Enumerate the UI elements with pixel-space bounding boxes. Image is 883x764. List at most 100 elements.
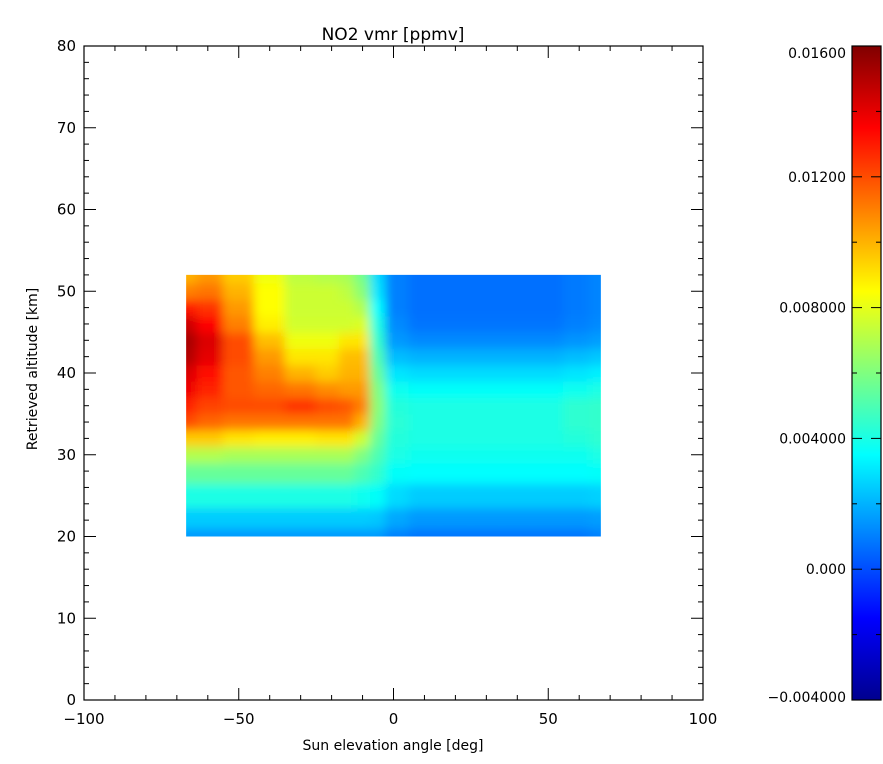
heatmap-cell xyxy=(338,462,356,484)
heatmap-cell xyxy=(338,429,356,448)
heatmap-cell xyxy=(222,397,255,415)
heatmap-cell xyxy=(354,364,371,382)
heatmap-cell xyxy=(253,331,286,349)
colorbar: −0.004000 0.000 0.004000 0.008000 0.01200 0.0… xyxy=(767,45,882,706)
heatmap-cell xyxy=(501,507,534,529)
heatmap-cell xyxy=(563,482,591,509)
heatmap-cell xyxy=(354,331,371,349)
heatmap-cell xyxy=(196,446,224,464)
heatmap-cell xyxy=(338,413,356,431)
heatmap-cell xyxy=(385,282,410,300)
heatmap-cell xyxy=(501,364,534,382)
heatmap-cell xyxy=(385,347,410,366)
heatmap-cell xyxy=(222,315,255,333)
heatmap-cell xyxy=(315,527,340,537)
heatmap-cell xyxy=(369,380,387,399)
heatmap-cell xyxy=(385,380,410,399)
heatmap-cell xyxy=(338,397,356,415)
heatmap-cell xyxy=(186,347,198,366)
heatmap-cell xyxy=(284,364,317,382)
heatmap-cell xyxy=(563,347,591,366)
heatmap-cell xyxy=(253,274,286,284)
x-tick-label: 50 xyxy=(539,710,558,728)
heatmap-cell xyxy=(439,507,472,529)
heatmap-cell xyxy=(501,429,534,448)
x-tick-label: 0 xyxy=(389,710,399,728)
chart-title: NO2 vmr [ppmv] xyxy=(322,25,465,45)
heatmap-cell xyxy=(589,527,601,537)
heatmap-cell xyxy=(563,331,591,349)
heatmap-cell xyxy=(196,429,224,448)
x-axis-label: Sun elevation angle [deg] xyxy=(303,738,484,754)
heatmap-cell xyxy=(338,315,356,333)
heatmap-cell xyxy=(439,397,472,415)
heatmap-cell xyxy=(186,527,198,537)
y-tick-label: 60 xyxy=(57,201,76,219)
heatmap-cell xyxy=(222,462,255,484)
heatmap-cell xyxy=(284,282,317,300)
heatmap-cell xyxy=(501,282,534,300)
heatmap-cell xyxy=(439,380,472,399)
heatmap-cell xyxy=(408,462,441,484)
heatmap-cell xyxy=(439,429,472,448)
heatmap-cell xyxy=(196,298,224,317)
heatmap-cell xyxy=(470,482,503,509)
heatmap-cell xyxy=(532,347,565,366)
heatmap-cell xyxy=(589,347,601,366)
heatmap-cell xyxy=(196,315,224,333)
heatmap-cell xyxy=(253,462,286,484)
x-axis: −100 −50 0 50 100 xyxy=(63,46,717,728)
heatmap-cell xyxy=(589,446,601,464)
heatmap-cell xyxy=(338,482,356,509)
heatmap-cell xyxy=(501,380,534,399)
heatmap-cell xyxy=(284,482,317,509)
heatmap-cell xyxy=(385,274,410,284)
heatmap-cell xyxy=(532,364,565,382)
heatmap-cell xyxy=(253,482,286,509)
heatmap-cell xyxy=(222,347,255,366)
heatmap-clip-group xyxy=(186,274,601,537)
heatmap-cell xyxy=(385,364,410,382)
heatmap-cell xyxy=(354,282,371,300)
heatmap-cell xyxy=(501,462,534,484)
heatmap-cell xyxy=(354,347,371,366)
heatmap-cell xyxy=(253,380,286,399)
heatmap-cell xyxy=(284,429,317,448)
y-tick-label: 0 xyxy=(66,691,76,709)
heatmap-cell xyxy=(563,380,591,399)
y-tick-label: 10 xyxy=(57,609,76,627)
heatmap-cell xyxy=(253,507,286,529)
heatmap-cell xyxy=(196,527,224,537)
heatmap-cell xyxy=(369,462,387,484)
heatmap-cell xyxy=(354,446,371,464)
heatmap-cell xyxy=(315,429,340,448)
heatmap-cell xyxy=(563,413,591,431)
heatmap-cell xyxy=(470,347,503,366)
heatmap-cell xyxy=(369,482,387,509)
heatmap-cell xyxy=(354,315,371,333)
heatmap-cell xyxy=(369,315,387,333)
heatmap-cell xyxy=(338,364,356,382)
heatmap-cell xyxy=(563,446,591,464)
heatmap-cell xyxy=(470,315,503,333)
heatmap-cell xyxy=(532,527,565,537)
heatmap-cell xyxy=(315,298,340,317)
heatmap-cell xyxy=(315,380,340,399)
heatmap-cell xyxy=(385,315,410,333)
heatmap-cell xyxy=(563,274,591,284)
heatmap-cell xyxy=(439,482,472,509)
heatmap-cell xyxy=(563,315,591,333)
heatmap-cell xyxy=(284,446,317,464)
heatmap-cell xyxy=(315,274,340,284)
heatmap-cell xyxy=(284,347,317,366)
heatmap-cell xyxy=(284,274,317,284)
colorbar-tick-label: 0.008000 xyxy=(779,301,846,317)
heatmap-cell xyxy=(385,507,410,529)
heatmap-cell xyxy=(408,347,441,366)
y-tick-label: 70 xyxy=(57,119,76,137)
heatmap-cell xyxy=(253,429,286,448)
colorbar-tick-label: 0.000 xyxy=(806,562,846,578)
heatmap-cell xyxy=(470,462,503,484)
heatmap-cell xyxy=(532,429,565,448)
heatmap-cell xyxy=(222,446,255,464)
